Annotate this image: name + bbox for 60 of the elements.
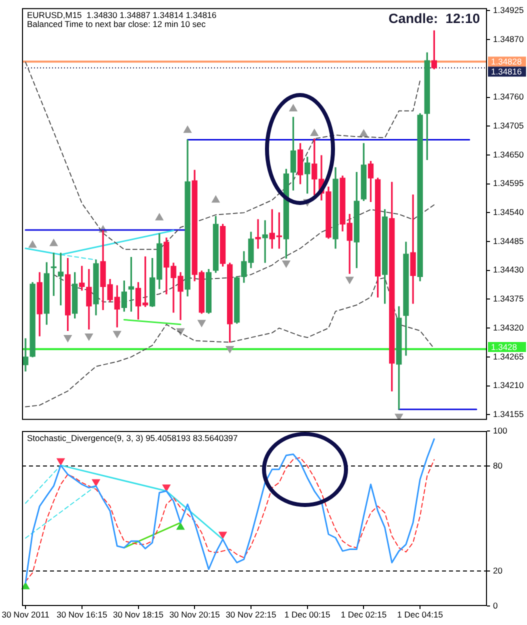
y-tick-label: 1.34320 (493, 322, 524, 332)
y-tick-label: 100 (493, 425, 508, 436)
point (84, 333, 93, 340)
point (212, 196, 220, 203)
y-tick-label: 1.34650 (493, 149, 524, 160)
x-tick-label: 30 Nov 20:15 (169, 609, 220, 620)
y-tick-label: 20 (493, 565, 503, 576)
y-tick-label: 1.34210 (493, 380, 524, 390)
point (218, 532, 227, 539)
x-tick-label: 30 Nov 18:15 (112, 609, 164, 620)
y-tick-label: 1.34155 (493, 409, 524, 419)
line-series (25, 62, 421, 250)
point (56, 458, 65, 466)
point (50, 239, 58, 246)
y-tick-label: 1.34485 (493, 236, 524, 246)
point (360, 130, 368, 136)
point (346, 276, 354, 284)
point (155, 213, 164, 220)
candlestick (255, 219, 261, 249)
ref-line-label: 1.3428 (491, 342, 518, 352)
x-tick-label: 30 Nov 22:15 (226, 609, 277, 620)
point (282, 260, 290, 268)
ref-line-label: 1.34828 (491, 56, 522, 66)
point (28, 240, 37, 248)
point (92, 479, 100, 486)
y-tick-label: 1.34540 (493, 207, 524, 218)
candlestick (262, 220, 268, 263)
x-tick-label: 30 Nov 16:15 (56, 609, 108, 620)
y-tick-label: 1.34430 (493, 264, 524, 275)
y-tick-label: 1.34760 (493, 92, 524, 102)
point (198, 320, 206, 327)
point (310, 128, 318, 136)
text: Balanced Time to next bar close: 12 min 10 sec (27, 19, 206, 30)
chart-title: Stochastic_Divergence(9, 3, 3) 95.4058193 83.5640397 (27, 433, 238, 443)
point (226, 346, 234, 354)
point (176, 522, 184, 530)
point (22, 582, 30, 590)
y-tick-label: 1.34265 (493, 351, 524, 362)
point (113, 330, 122, 338)
annotation: Candle: 12:10 (388, 11, 480, 26)
y-tick-label: 0 (493, 600, 498, 610)
line-series (25, 277, 435, 408)
x-tick-label: 1 Dec 02:15 (340, 609, 387, 620)
y-tick-label: 1.34375 (493, 294, 524, 304)
chart-title: EURUSD,M15 1.34830 1.34887 1.34814 1.34816 (27, 10, 217, 20)
x-tick-label: 1 Dec 04:15 (397, 609, 444, 620)
y-tick-label: 1.34705 (493, 120, 524, 130)
ref-line-label: 1.34816 (491, 66, 522, 76)
candlestick (410, 194, 416, 304)
y-tick-label: 1.34595 (493, 178, 524, 188)
point (162, 484, 170, 492)
y-tick-label: 1.34870 (493, 34, 524, 44)
x-tick-label: 30 Nov 2011 (2, 609, 50, 620)
point (289, 104, 298, 112)
y-tick-label: 1.34925 (493, 5, 524, 16)
point (184, 126, 192, 133)
x-tick-label: 1 Dec 00:15 (284, 609, 331, 620)
point (64, 335, 72, 342)
y-tick-label: 80 (493, 460, 503, 470)
point (394, 414, 403, 420)
